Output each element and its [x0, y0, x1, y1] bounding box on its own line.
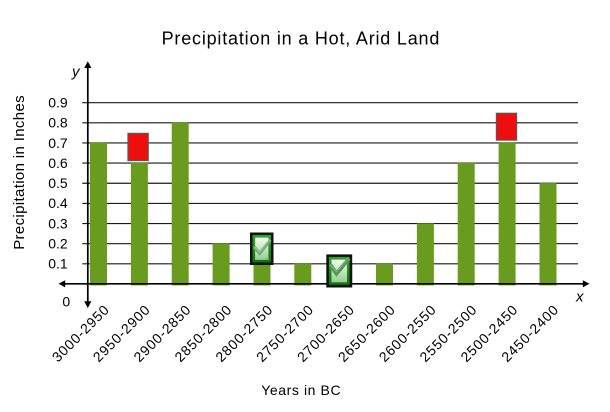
svg-text:Years in BC: Years in BC	[261, 382, 341, 398]
svg-text:x: x	[575, 289, 584, 306]
svg-text:0.5: 0.5	[48, 175, 68, 191]
svg-text:Precipitation in Inches: Precipitation in Inches	[11, 95, 28, 250]
svg-text:0.9: 0.9	[48, 95, 68, 111]
svg-text:0: 0	[62, 294, 70, 310]
svg-text:0.2: 0.2	[48, 236, 68, 252]
svg-text:y: y	[71, 64, 81, 81]
svg-text:0.1: 0.1	[48, 256, 68, 272]
svg-text:0.4: 0.4	[48, 195, 68, 211]
svg-text:0.6: 0.6	[48, 155, 68, 171]
svg-text:0.3: 0.3	[48, 215, 68, 231]
svg-text:0.8: 0.8	[48, 115, 68, 131]
svg-text:0.7: 0.7	[48, 135, 68, 151]
svg-text:Precipitation in a Hot, Arid L: Precipitation in a Hot, Arid Land	[162, 29, 441, 49]
